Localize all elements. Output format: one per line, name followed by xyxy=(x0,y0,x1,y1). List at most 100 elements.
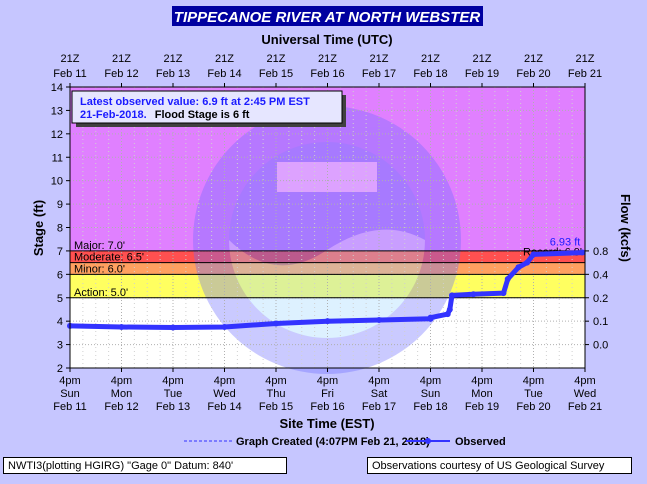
x-bottom-tick-day: Sun xyxy=(60,388,80,400)
x-bottom-tick-time: 4pm xyxy=(523,375,544,387)
observed-point xyxy=(504,276,511,283)
x-bottom-tick-date: Feb 19 xyxy=(465,401,499,413)
observed-point xyxy=(448,292,455,299)
x-bottom-tick-time: 4pm xyxy=(214,375,235,387)
y2-tick-label: 0.0 xyxy=(593,340,608,352)
x-top-tick-label: 21Z xyxy=(524,53,543,65)
observed-point xyxy=(524,259,531,266)
x-top-tick-date: Feb 21 xyxy=(568,68,602,80)
x-bottom-tick-date: Feb 20 xyxy=(516,401,550,413)
x-top-tick-date: Feb 15 xyxy=(259,68,293,80)
x-top-tick-date: Feb 14 xyxy=(207,68,241,80)
x-bottom-tick-day: Tue xyxy=(164,388,183,400)
footer-datum: NWTI3(plotting HGIRG) "Gage 0" Datum: 84… xyxy=(3,457,287,474)
y-tick-label: 3 xyxy=(57,340,63,352)
x-bottom-tick-day: Sun xyxy=(421,388,441,400)
x-bottom-tick-date: Feb 12 xyxy=(104,401,138,413)
observed-point xyxy=(470,291,477,298)
y-tick-label: 12 xyxy=(51,129,63,141)
x-bottom-tick-time: 4pm xyxy=(420,375,441,387)
x-top-tick-label: 21Z xyxy=(61,53,80,65)
x-bottom-tick-time: 4pm xyxy=(574,375,595,387)
x-top-tick-date: Feb 16 xyxy=(310,68,344,80)
info-flood-line: 21-Feb-2018. Flood Stage is 6 ft xyxy=(80,109,250,121)
observed-point xyxy=(118,324,125,331)
x-top-tick-date: Feb 13 xyxy=(156,68,190,80)
legend-observed-label: Observed xyxy=(455,436,506,448)
y2-tick-label: 0.1 xyxy=(593,316,608,328)
x-bottom-tick-date: Feb 18 xyxy=(413,401,447,413)
y-tick-label: 13 xyxy=(51,105,63,117)
observed-point xyxy=(530,251,537,258)
x-top-tick-label: 21Z xyxy=(215,53,234,65)
x-bottom-tick-day: Thu xyxy=(267,388,286,400)
x-bottom-tick-time: 4pm xyxy=(317,375,338,387)
info-box xyxy=(71,90,343,124)
x-bottom-tick-time: 4pm xyxy=(162,375,183,387)
x-bottom-tick-day: Wed xyxy=(213,388,235,400)
x-bottom-tick-time: 4pm xyxy=(59,375,80,387)
x-bottom-tick-day: Mon xyxy=(471,388,492,400)
x-bottom-tick-day: Wed xyxy=(574,388,596,400)
y-right-label: Flow (kcfs) xyxy=(618,194,633,262)
footer-source: Observations courtesy of US Geological S… xyxy=(367,457,632,474)
x-top-tick-label: 21Z xyxy=(112,53,131,65)
y-tick-label: 9 xyxy=(57,199,63,211)
y-tick-label: 14 xyxy=(51,82,63,94)
observed-point xyxy=(273,320,279,327)
x-top-tick-date: Feb 20 xyxy=(516,68,550,80)
y2-tick-label: 0.4 xyxy=(593,269,608,281)
y-tick-label: 4 xyxy=(57,316,63,328)
x-top-tick-date: Feb 19 xyxy=(465,68,499,80)
x-bottom-tick-day: Mon xyxy=(111,388,132,400)
observed-point xyxy=(324,318,331,325)
threshold-label-action: Action: 5.0' xyxy=(74,287,128,299)
x-bottom-tick-date: Feb 16 xyxy=(310,401,344,413)
observed-point xyxy=(444,311,451,318)
y-tick-label: 7 xyxy=(57,246,63,258)
x-bottom-tick-day: Fri xyxy=(321,388,334,400)
threshold-label-moderate: Moderate: 6.5' xyxy=(74,252,144,264)
observed-point xyxy=(170,324,176,331)
x-bottom-tick-date: Feb 14 xyxy=(207,401,241,413)
y-tick-label: 6 xyxy=(57,269,63,281)
x-bottom-tick-day: Sat xyxy=(371,388,388,400)
chart-title: TIPPECANOE RIVER AT NORTH WEBSTER xyxy=(174,9,481,26)
observed-point xyxy=(376,316,382,323)
bottom-axis-title: Site Time (EST) xyxy=(279,416,374,431)
x-bottom-tick-date: Feb 13 xyxy=(156,401,190,413)
threshold-label-major: Major: 7.0' xyxy=(74,240,125,252)
x-top-tick-date: Feb 11 xyxy=(53,68,86,80)
minor-zone xyxy=(70,262,585,275)
x-bottom-tick-time: 4pm xyxy=(111,375,132,387)
x-top-tick-label: 21Z xyxy=(370,53,389,65)
x-bottom-tick-date: Feb 21 xyxy=(568,401,602,413)
threshold-label-minor: Minor: 6.0' xyxy=(74,263,125,275)
top-axis-title: Universal Time (UTC) xyxy=(261,32,392,47)
observed-point xyxy=(515,264,522,271)
x-top-tick-date: Feb 17 xyxy=(362,68,396,80)
y-tick-label: 8 xyxy=(57,223,63,235)
x-bottom-tick-time: 4pm xyxy=(265,375,286,387)
legend-created-label: Graph Created (4:07PM Feb 21, 2018) xyxy=(236,436,430,448)
observed-point xyxy=(446,306,453,313)
latest-value-label: 6.93 ft xyxy=(550,237,581,249)
observed-point xyxy=(427,314,434,321)
x-top-tick-label: 21Z xyxy=(473,53,492,65)
x-bottom-tick-day: Tue xyxy=(524,388,543,400)
legend-observed-marker xyxy=(425,438,431,444)
x-top-tick-date: Feb 12 xyxy=(104,68,138,80)
observed-point xyxy=(579,249,586,256)
x-top-tick-label: 21Z xyxy=(318,53,337,65)
y-tick-label: 5 xyxy=(57,293,63,305)
x-bottom-tick-date: Feb 11 xyxy=(53,401,86,413)
x-top-tick-label: 21Z xyxy=(576,53,595,65)
title-bar xyxy=(172,6,483,26)
x-top-tick-label: 21Z xyxy=(267,53,286,65)
observed-point xyxy=(221,324,228,331)
y2-tick-label: 0.8 xyxy=(593,246,608,258)
x-bottom-tick-date: Feb 17 xyxy=(362,401,396,413)
observed-point xyxy=(500,290,507,297)
x-top-tick-label: 21Z xyxy=(421,53,440,65)
